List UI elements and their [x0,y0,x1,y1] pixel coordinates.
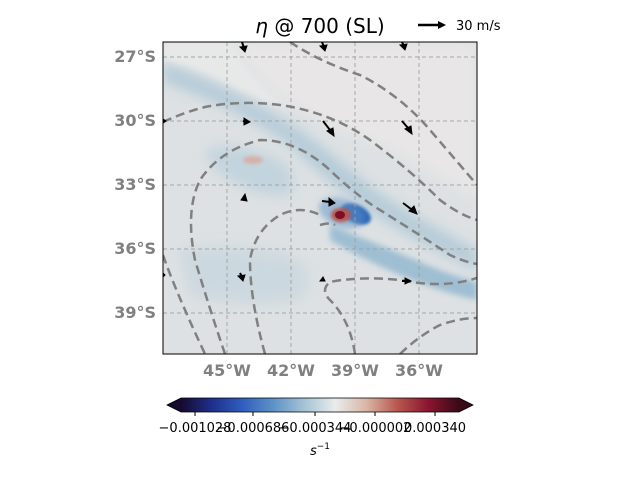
map-frame [162,41,478,355]
colorbar-extend-min [167,398,181,412]
wind-vectors [163,42,418,285]
colorbar-frame [166,397,474,413]
field-blue-band-south [330,225,477,300]
field-red-core-inner [335,211,345,219]
wind-arrow-icon [401,120,413,136]
contour-7 [163,254,207,354]
contour-6 [323,276,477,354]
wind-arrow-icon [236,272,246,282]
colorbar-tick-label: −0.000686 [217,421,290,436]
wind-arrow-icon [238,42,248,53]
lon-labels: 45°W 42°W 39°W 36°W [203,361,443,380]
colorbar-tick-label: −0.000002 [339,421,412,436]
colorbar: −0.001028 −0.000686 −0.000344 −0.000002 … [159,397,474,459]
colorbar-body [181,398,459,412]
wind-arrow-icon [242,117,251,126]
wind-arrow-icon [240,192,248,202]
map-grid [163,42,477,354]
colorbar-ticks [194,412,436,416]
field-light-tongue [163,42,290,110]
colorbar-tick-label: −0.000344 [279,421,352,436]
height-contours [163,42,477,354]
lat-labels: 27°S 30°S 33°S 36°S 39°S [114,47,156,322]
wind-arrow-icon [319,276,326,282]
wind-arrow-icon [402,277,413,285]
colorbar-unit-label: s−1 [310,442,330,459]
colorbar-unit-exponent: −1 [317,442,330,452]
lon-label: 39°W [331,361,379,380]
contour-3 [189,138,477,354]
colorbar-unit: s [310,444,317,459]
contour-5 [319,222,336,227]
wind-arrow-icon [402,202,418,215]
field-blue-band-north [163,62,477,270]
contour-8 [399,316,477,354]
quiver-key-arrowhead-icon [438,21,446,29]
lat-label: 27°S [114,47,156,66]
contour-2 [163,101,477,222]
wind-arrow-icon [322,120,335,138]
wind-arrow-icon [163,118,167,124]
wind-arrow-icon [398,42,408,51]
quiver-key: 30 m/s [418,19,501,34]
field-blue-lobe-west [205,146,294,196]
wind-arrow-icon [321,196,336,207]
lon-label: 36°W [395,361,443,380]
lat-label: 33°S [114,175,156,194]
lon-label: 45°W [203,361,251,380]
colorbar-tick-label: 0.000340 [404,421,466,436]
field-red-spot-west [243,156,263,164]
colorbar-tick-label: −0.001028 [159,421,232,436]
wind-arrow-icon [318,42,328,52]
quiver-key-label: 30 m/s [456,19,501,34]
lat-label: 39°S [114,303,156,322]
contour-4 [248,208,321,354]
map-panel [163,42,477,354]
figure-title: η @ 700 (SL) [255,14,384,38]
colorbar-extend-max [459,398,473,412]
title-symbol: η [255,14,268,38]
lat-label: 30°S [114,111,156,130]
title-text: @ 700 (SL) [268,14,385,38]
lat-label: 36°S [114,239,156,258]
lon-label: 42°W [267,361,315,380]
